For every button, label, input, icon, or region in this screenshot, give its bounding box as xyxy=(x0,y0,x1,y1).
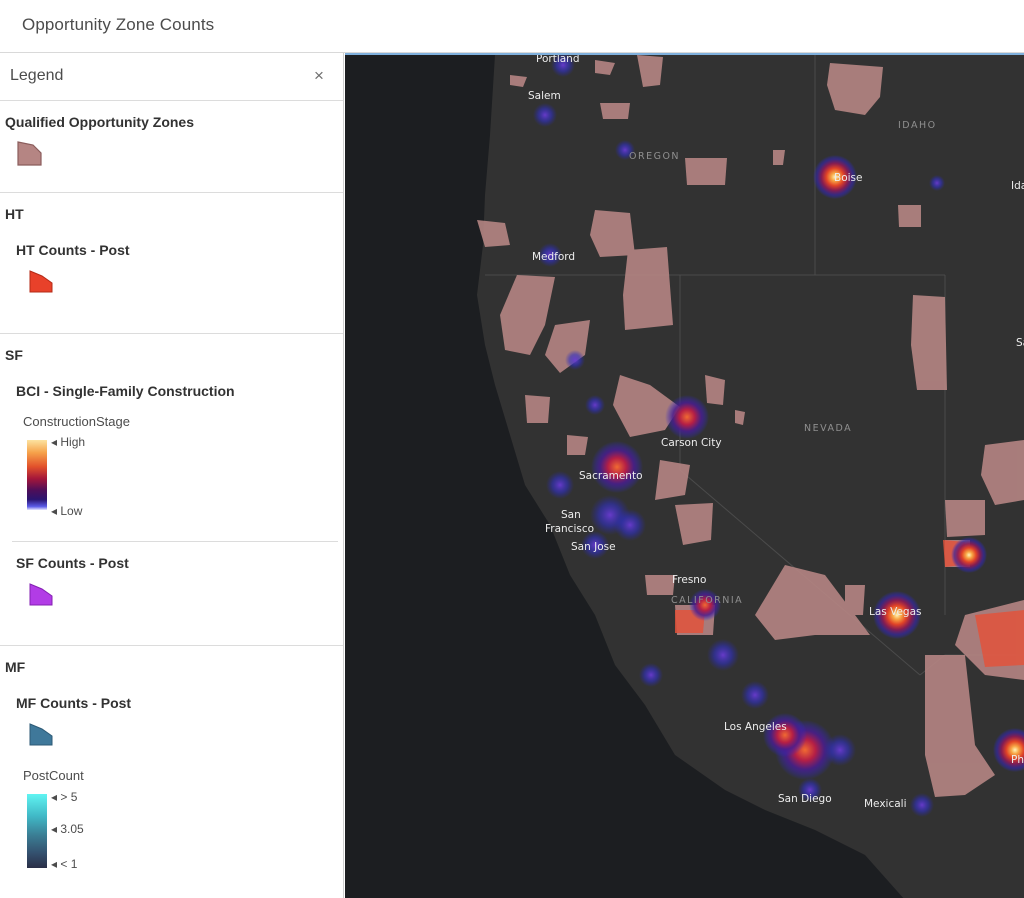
city-label-sacramento: Sacramento xyxy=(579,470,643,482)
legend-header: Legend × xyxy=(0,53,343,101)
state-label-nevada: NEVADA xyxy=(804,423,852,434)
sf-swatch-icon xyxy=(29,583,53,606)
ramp-low-tick: ◂ Low xyxy=(51,504,83,518)
mf-swatch-icon xyxy=(29,723,53,746)
mf-tick-high-label: > 5 xyxy=(60,790,78,804)
mf-tick-high: ◂ > 5 xyxy=(51,790,78,804)
state-label-oregon: OREGON xyxy=(629,151,680,162)
city-label-las-vegas: Las Vegas xyxy=(869,606,922,618)
mf-tick-low: ◂ < 1 xyxy=(51,857,78,871)
ramp-high-tick: ◂ High xyxy=(51,435,86,449)
construction-heatmap xyxy=(533,55,1024,817)
mf-layer-title: MF Counts - Post xyxy=(16,695,132,711)
legend-title: Legend xyxy=(10,67,64,84)
city-label-san-jose: San Jose xyxy=(571,541,616,553)
city-label-francisco: Francisco xyxy=(545,523,594,535)
postcount-color-ramp xyxy=(27,794,47,868)
mf-tick-mid: ◂ 3.05 xyxy=(51,822,84,836)
sf-title: SF xyxy=(5,347,23,363)
city-label-salem: Salem xyxy=(528,90,561,102)
state-label-idaho: IDAHO xyxy=(898,120,937,131)
legend-section-mf: MF MF Counts - Post PostCount ◂ > 5 ◂ 3.… xyxy=(0,646,343,898)
city-label-ph: Ph xyxy=(1011,754,1024,766)
sf-construction-layer-title: BCI - Single-Family Construction xyxy=(16,383,235,399)
state-label-california: CALIFORNIA xyxy=(671,595,743,606)
ramp-high-label: High xyxy=(60,435,86,449)
ht-swatch-icon xyxy=(29,270,53,293)
page-title: Opportunity Zone Counts xyxy=(22,15,215,34)
sf-field-label: ConstructionStage xyxy=(23,414,130,429)
city-label-medford: Medford xyxy=(532,251,575,263)
city-label-fresno: Fresno xyxy=(672,574,706,586)
city-label-carson-city: Carson City xyxy=(661,437,722,449)
ht-title: HT xyxy=(5,206,24,222)
legend-section-qoz: Qualified Opportunity Zones xyxy=(0,101,343,193)
mf-title: MF xyxy=(5,659,26,675)
city-label-portland: Portland xyxy=(536,55,580,65)
legend-section-ht: HT HT Counts - Post xyxy=(0,193,343,334)
map-view[interactable]: OREGON IDAHO NEVADA CALIFORNIA Portland … xyxy=(345,53,1024,898)
qoz-title: Qualified Opportunity Zones xyxy=(5,114,194,130)
ht-layer-title: HT Counts - Post xyxy=(16,242,130,258)
close-icon[interactable]: × xyxy=(314,66,324,85)
ramp-low-label: Low xyxy=(60,504,83,518)
city-label-sa: Sa xyxy=(1016,337,1024,349)
legend-section-sf: SF BCI - Single-Family Construction Cons… xyxy=(0,334,343,646)
opportunity-zone-polygons xyxy=(477,55,1024,797)
city-label-los-angeles: Los Angeles xyxy=(724,721,787,733)
sf-counts-layer-title: SF Counts - Post xyxy=(16,555,129,571)
legend-panel: Legend × Qualified Opportunity Zones HT … xyxy=(0,53,344,898)
city-label-mexicali: Mexicali xyxy=(864,798,907,810)
city-label-boise: Boise xyxy=(834,172,862,184)
mf-tick-low-label: < 1 xyxy=(60,857,78,871)
app-header: Opportunity Zone Counts xyxy=(0,0,1024,53)
construction-stage-color-ramp xyxy=(27,440,47,510)
sf-divider xyxy=(12,541,338,542)
city-label-san: San xyxy=(561,509,581,521)
city-label-ida: Ida xyxy=(1011,180,1024,192)
land-mass xyxy=(477,55,1024,898)
map-canvas[interactable]: OREGON IDAHO NEVADA CALIFORNIA Portland … xyxy=(345,55,1024,898)
qoz-swatch-icon xyxy=(17,141,42,166)
city-label-san-diego: San Diego xyxy=(778,793,832,805)
mf-field-label: PostCount xyxy=(23,768,84,783)
mf-tick-mid-label: 3.05 xyxy=(60,822,84,836)
